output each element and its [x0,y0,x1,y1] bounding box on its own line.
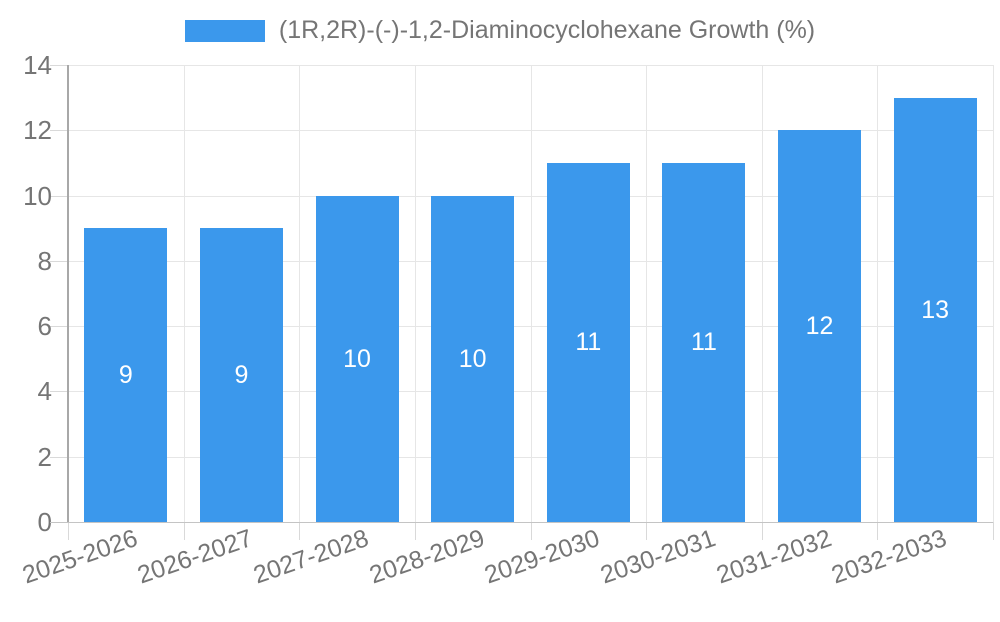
x-gridline [299,65,301,522]
x-tick-mark [761,522,763,540]
y-axis-tick-label: 4 [37,376,52,407]
x-gridline [993,65,994,522]
bar-value-label: 10 [343,344,371,373]
bar-value-label: 11 [690,328,717,357]
x-gridline [530,65,532,522]
x-tick-mark [993,522,994,540]
bar [431,195,515,522]
y-tick-mark [50,391,68,393]
x-gridline [646,65,648,522]
bar [662,162,746,522]
x-gridline [877,65,879,522]
x-tick-mark [414,522,416,540]
bar-chart: (1R,2R)-(-)-1,2-Diaminocyclohexane Growt… [0,16,1000,590]
bar-value-label: 11 [575,328,602,357]
y-axis-tick-label: 2 [37,441,52,472]
bar [84,228,168,522]
y-tick-mark [50,195,68,197]
x-gridline [183,65,185,522]
y-axis-tick-label: 6 [37,311,52,342]
y-axis-tick-label: 10 [23,180,52,211]
bar-value-label: 9 [118,361,133,390]
chart-legend[interactable]: (1R,2R)-(-)-1,2-Diaminocyclohexane Growt… [0,16,1000,45]
x-tick-mark [68,522,69,540]
y-tick-mark [50,65,68,66]
y-axis-tick-label: 14 [23,50,52,80]
y-tick-mark [50,260,68,262]
legend-swatch-icon [184,19,265,42]
legend-label: (1R,2R)-(-)-1,2-Diaminocyclohexane Growt… [278,16,816,44]
bar-value-label: 12 [805,312,834,341]
y-axis-tick-label: 0 [37,507,52,537]
y-tick-mark [50,326,68,328]
x-gridline [761,65,763,522]
x-tick-mark [877,522,879,540]
y-axis-tick-label: 12 [23,115,52,146]
bar [893,97,977,522]
y-axis-tick-label: 8 [37,245,52,276]
x-gridline [414,65,416,522]
bar-value-label: 13 [921,295,950,324]
x-tick-mark [646,522,648,540]
plot-area: 0 2 4 6 8 10 12 14 9 2025-2026 9 2026-2027 10 2027-20… [19,50,994,589]
x-tick-mark [299,522,301,540]
bar [778,130,862,522]
bar-value-label: 10 [458,344,487,373]
bar [199,228,283,522]
bar [315,195,399,522]
x-tick-mark [530,522,532,540]
y-tick-mark [50,130,68,132]
x-tick-mark [183,522,185,540]
y-tick-mark [50,456,68,458]
bar [546,162,630,522]
x-axis-line [50,522,993,523]
bar-value-label: 9 [234,361,249,390]
y-axis-line [67,65,69,522]
